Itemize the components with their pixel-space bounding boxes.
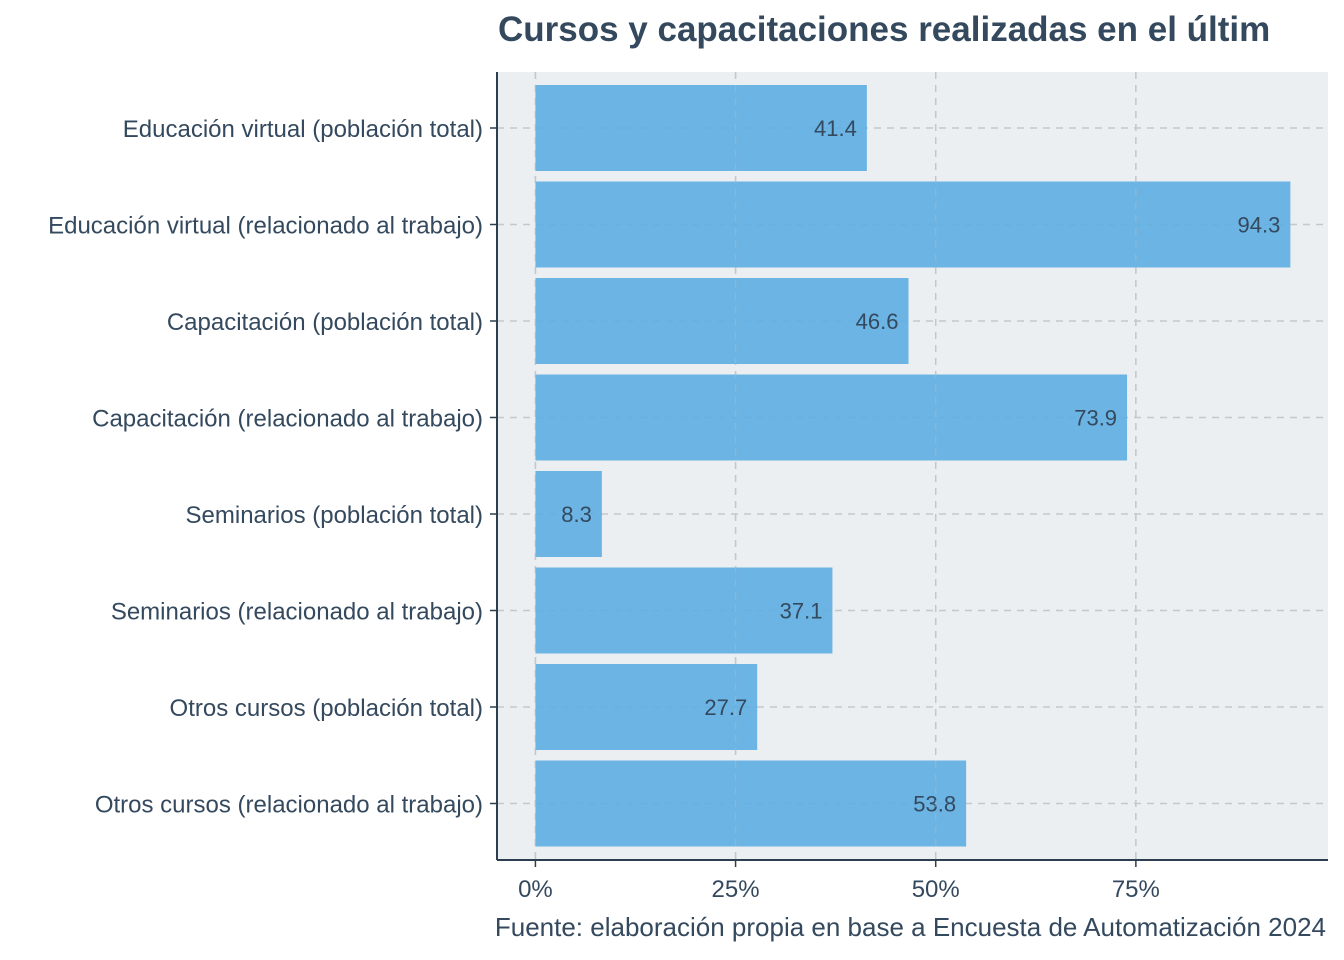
y-axis-labels: Educación virtual (población total) Educa… [48,116,483,819]
x-tick-label: 25% [712,876,760,903]
chart-title: Cursos y capacitaciones realizadas en el… [498,10,1271,49]
y-tick-label: Educación virtual (población total) [123,116,483,143]
y-tick-label: Otros cursos (relacionado al trabajo) [95,792,483,819]
bars [535,85,1291,847]
y-tick-label: Capacitación (relacionado al trabajo) [92,406,483,433]
data-label: 73.9 [1074,406,1117,431]
y-tick-label: Educación virtual (relacionado al trabaj… [48,213,483,240]
bar [535,760,967,847]
bar [535,85,867,171]
data-label: 37.1 [780,599,823,624]
x-tick-label: 0% [518,876,553,903]
data-label: 41.4 [814,116,857,141]
axes [490,72,1328,867]
bar [535,471,602,557]
data-label: 8.3 [561,502,592,527]
data-label: 27.7 [704,695,747,720]
bar [535,374,1128,461]
bar [535,664,758,750]
bar [535,278,909,364]
data-label: 94.3 [1238,213,1281,238]
x-axis-labels: 0% 25% 50% 75% [518,876,1160,903]
y-tick-label: Seminarios (relacionado al trabajo) [111,599,483,626]
x-tick-label: 75% [1112,876,1160,903]
y-tick-label: Capacitación (población total) [167,309,483,336]
bar [535,181,1291,268]
data-label: 53.8 [913,792,956,817]
value-labels: 41.4 94.3 46.6 73.9 8.3 37.1 27.7 53.8 [534,72,1281,860]
y-tick-label: Seminarios (población total) [186,502,483,529]
data-label: 46.6 [856,309,899,334]
x-tick-label: 50% [912,876,960,903]
y-tick-label: Otros cursos (población total) [170,695,483,722]
chart-caption: Fuente: elaboración propia en base a Enc… [494,912,1326,942]
bar [535,567,833,654]
